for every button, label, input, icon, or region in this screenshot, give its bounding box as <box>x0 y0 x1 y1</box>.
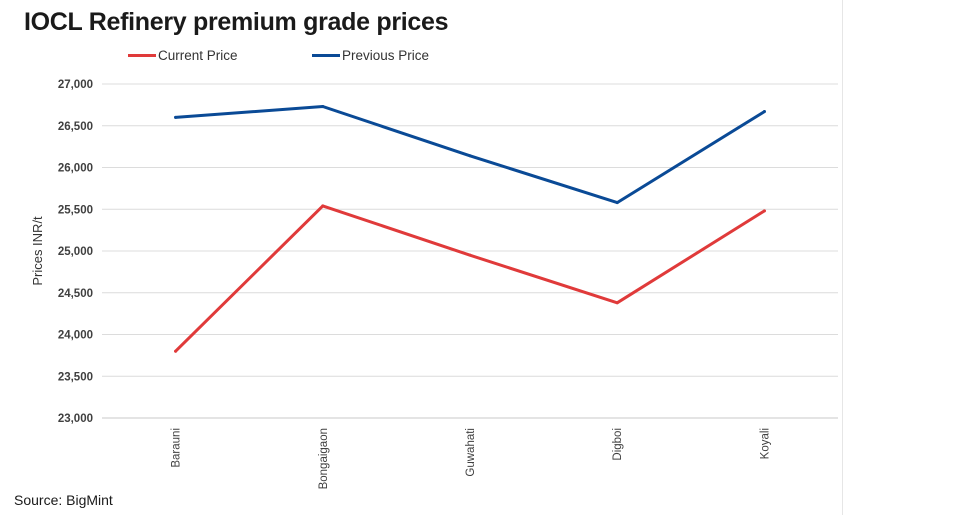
chart-title: IOCL Refinery premium grade prices <box>24 8 449 36</box>
data-point-current-price <box>615 301 619 305</box>
x-tick-label: Koyali <box>759 428 771 459</box>
legend-item-previous-price: Previous Price <box>312 48 429 63</box>
source-note: Source: BigMint <box>14 492 113 508</box>
x-tick-label: Barauni <box>171 428 183 468</box>
legend-swatch-current-price <box>128 54 156 57</box>
x-tick-label: Bongaigaon <box>318 428 330 489</box>
data-point-previous-price <box>615 201 619 205</box>
data-point-current-price <box>468 253 472 257</box>
legend-swatch-previous-price <box>312 54 340 57</box>
y-tick-label: 23,000 <box>58 413 93 425</box>
data-point-current-price <box>174 349 178 353</box>
legend-item-current-price: Current Price <box>128 48 238 63</box>
y-tick-label: 26,000 <box>58 163 93 175</box>
data-point-current-price <box>321 204 325 208</box>
data-point-previous-price <box>321 105 325 109</box>
data-point-previous-price <box>174 115 178 119</box>
data-point-previous-price <box>762 110 766 114</box>
x-tick-label: Guwahati <box>465 428 477 477</box>
y-tick-label: 25,500 <box>58 204 93 216</box>
y-axis-title: Prices INR/t <box>30 216 45 286</box>
legend-label-current-price: Current Price <box>158 48 238 63</box>
y-tick-label: 26,500 <box>58 121 93 133</box>
y-tick-label: 24,500 <box>58 288 93 300</box>
y-tick-label: 24,000 <box>58 330 93 342</box>
series-line-current-price <box>174 204 766 353</box>
y-tick-label: 25,000 <box>58 246 93 258</box>
y-tick-label: 27,000 <box>58 79 93 91</box>
y-tick-label: 23,500 <box>58 371 93 383</box>
data-point-current-price <box>762 209 766 213</box>
data-point-previous-price <box>468 154 472 158</box>
legend-label-previous-price: Previous Price <box>342 48 430 63</box>
chart-frame <box>842 0 843 515</box>
x-tick-label: Digboi <box>612 428 624 461</box>
